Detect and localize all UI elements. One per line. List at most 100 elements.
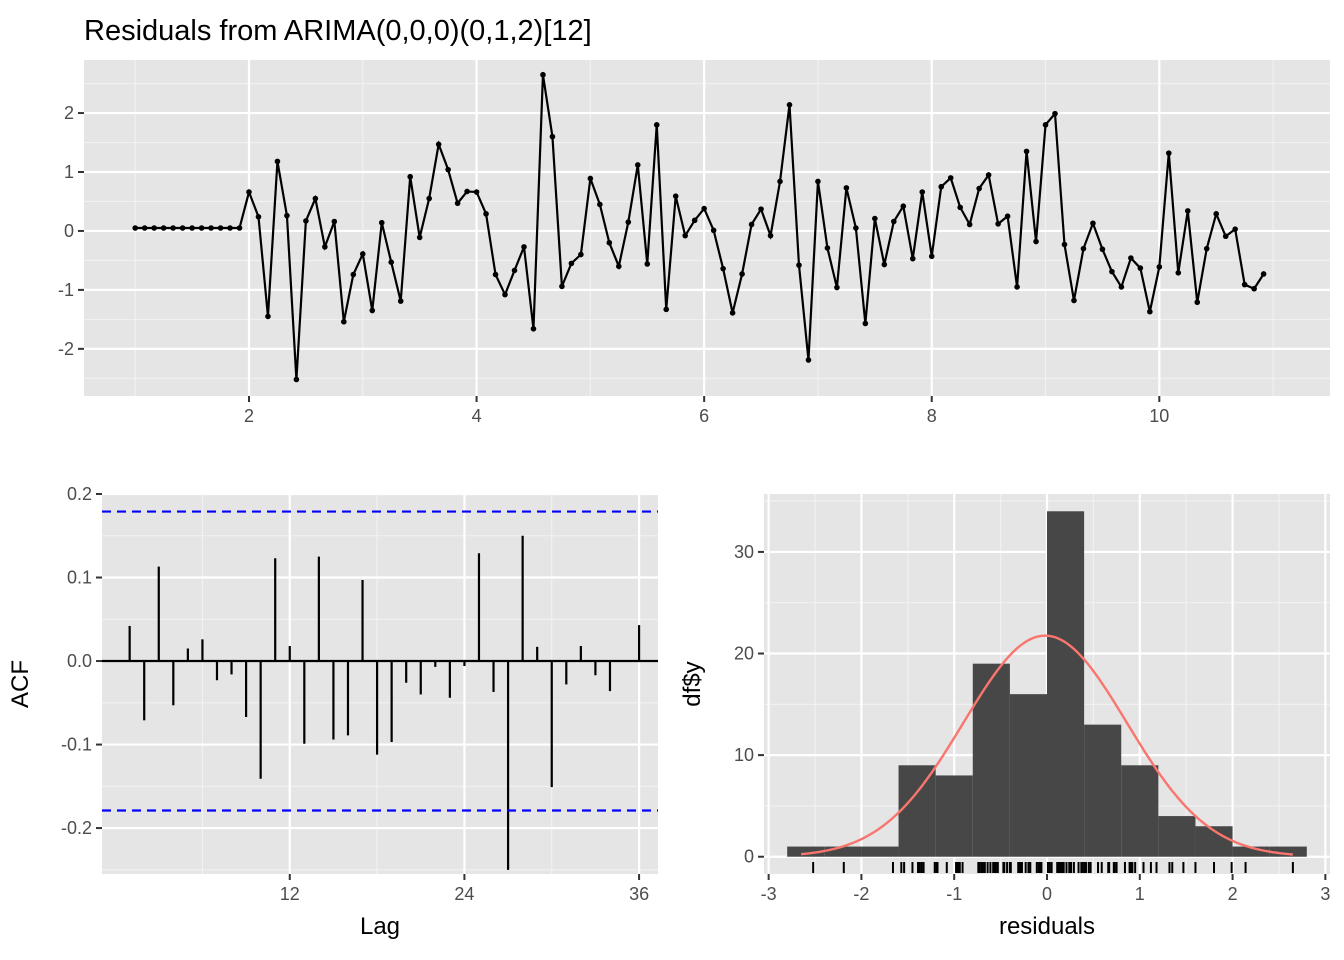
residual-point (435, 141, 442, 148)
acf-panel: -0.2 -0.1 0.0 0.1 0.2 12 24 36 Lag ACF (7, 484, 658, 940)
x-tick-label: 10 (1149, 406, 1169, 426)
residual-point (919, 189, 926, 195)
residual-point (710, 227, 717, 234)
residual-point (483, 211, 489, 217)
residual-point (274, 158, 281, 165)
residual-point (976, 185, 982, 192)
y-tick-label: 0.2 (67, 484, 92, 504)
residual-point (445, 166, 451, 173)
residual-point (1090, 220, 1096, 227)
residual-point (227, 225, 233, 231)
residual-point (957, 204, 963, 211)
residual-point (1014, 284, 1020, 290)
residual-point (246, 189, 252, 195)
residual-point (748, 221, 755, 228)
histogram-bar (1232, 846, 1270, 857)
residual-point (616, 263, 622, 270)
residual-point (454, 200, 461, 207)
residual-point (198, 225, 205, 231)
residual-point (407, 173, 413, 180)
y-tick-label: -0.1 (61, 735, 92, 755)
residual-point (236, 225, 243, 231)
histogram-bar (1047, 511, 1085, 857)
residual-point (416, 234, 423, 241)
residual-point (672, 193, 679, 199)
residual-point (909, 255, 916, 262)
residual-point (824, 245, 831, 251)
histogram-panel: 0 10 20 30 -3 -2 -1 0 1 2 3 residuals df$y (679, 494, 1330, 940)
residual-point (691, 217, 698, 224)
residual-point (843, 185, 850, 191)
residual-point (1052, 110, 1058, 117)
residual-point (1213, 211, 1220, 217)
residual-point (369, 307, 376, 314)
residual-point (312, 195, 319, 202)
y-tick-label: 10 (734, 745, 754, 765)
residual-point (388, 259, 395, 265)
x-tick-label: 3 (1320, 884, 1330, 904)
residual-point (653, 122, 660, 128)
x-tick-label: 2 (244, 406, 254, 426)
residual-point (938, 183, 945, 190)
histogram-bar (1269, 846, 1307, 857)
residual-point (720, 265, 726, 272)
residual-point (189, 225, 195, 231)
residual-point (284, 212, 290, 219)
histogram-bar (1158, 816, 1196, 857)
residual-point (1023, 148, 1030, 155)
residual-point (796, 262, 802, 268)
histogram-bar (972, 663, 1010, 857)
residual-point (350, 271, 357, 278)
residual-point (862, 320, 869, 327)
x-tick-label: 4 (472, 406, 482, 426)
y-axis-title: ACF (7, 660, 34, 708)
residual-point (1033, 238, 1039, 245)
histogram-bar (898, 765, 936, 857)
residual-point (1061, 241, 1068, 248)
residual-point (397, 298, 404, 304)
y-tick-label: 20 (734, 644, 754, 664)
residual-point (1241, 281, 1248, 288)
y-tick-label: 30 (734, 542, 754, 562)
x-tick-label: 12 (280, 884, 300, 904)
residual-point (928, 253, 935, 260)
residual-point (549, 133, 556, 140)
residual-point (1222, 233, 1229, 240)
residual-point (815, 178, 821, 185)
residual-point (597, 201, 603, 208)
residual-point (758, 206, 764, 212)
histogram-bar (935, 775, 973, 857)
residual-point (1194, 299, 1201, 306)
residual-point (322, 244, 328, 250)
y-tick-label: 2 (64, 103, 74, 123)
x-tick-label: 24 (454, 884, 474, 904)
residual-point (1118, 284, 1125, 290)
chart-title: Residuals from ARIMA(0,0,0)(0,1,2)[12] (84, 15, 592, 47)
y-tick-label: 0 (64, 221, 74, 241)
residual-point (217, 225, 224, 231)
x-tick-label: 6 (699, 406, 709, 426)
residual-point (853, 225, 859, 231)
residual-point (1147, 308, 1153, 315)
residual-point (682, 232, 688, 239)
residual-point (521, 244, 527, 250)
residual-point (891, 218, 897, 225)
residual-point (359, 251, 366, 257)
residual-point (966, 221, 973, 228)
residual-point (1251, 285, 1257, 292)
residual-line (135, 74, 1265, 380)
residual-point (511, 267, 518, 274)
residual-point (492, 271, 499, 278)
residual-point (606, 239, 613, 246)
residual-point (132, 225, 139, 231)
residual-point (464, 188, 470, 195)
residual-point (881, 261, 888, 268)
residual-point (208, 225, 214, 231)
x-axis-title: residuals (999, 913, 1095, 940)
residual-point (1165, 150, 1172, 156)
normal-density-curve (800, 634, 1293, 856)
x-tick-label: -2 (853, 884, 869, 904)
residual-point (985, 172, 992, 178)
residual-point (1232, 226, 1238, 232)
residual-point (502, 291, 508, 298)
